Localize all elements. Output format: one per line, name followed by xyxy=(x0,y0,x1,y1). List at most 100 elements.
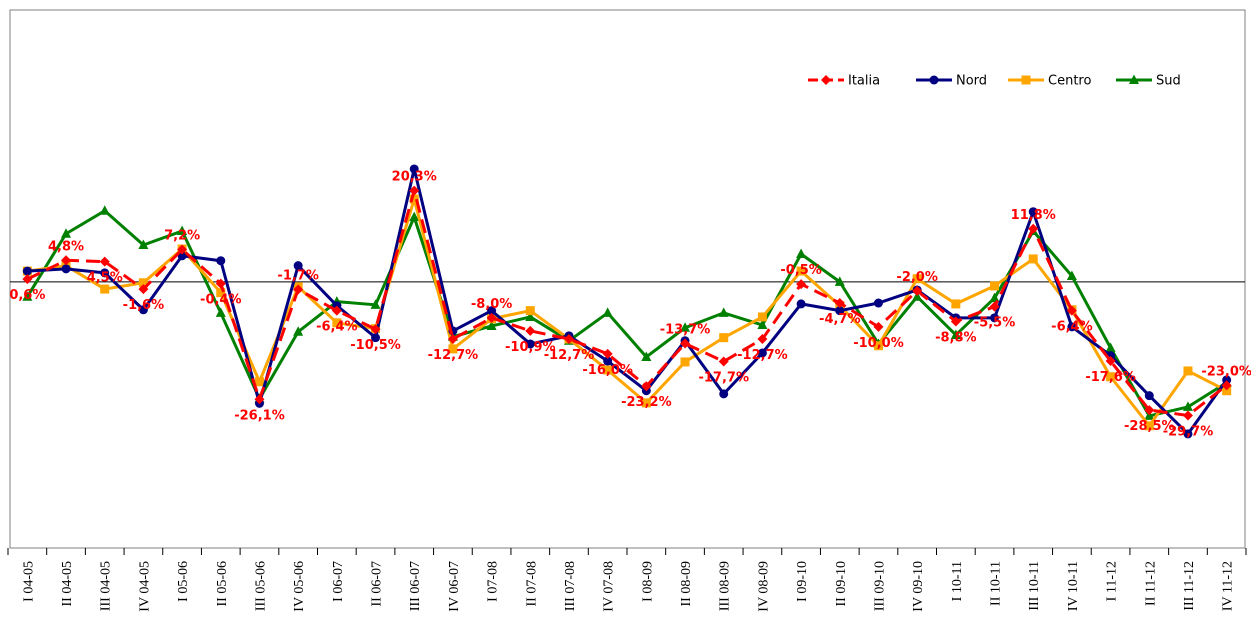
marker xyxy=(293,261,303,271)
marker xyxy=(99,256,110,267)
value-label: -23,0% xyxy=(1201,364,1251,379)
marker xyxy=(950,316,961,327)
marker xyxy=(177,225,188,236)
value-label: -17,6% xyxy=(1085,370,1136,385)
x-tick-label: II 07-08 xyxy=(524,561,539,607)
x-tick-label: II 10-11 xyxy=(989,561,1004,606)
value-label: -29,7% xyxy=(1163,424,1214,439)
value-label: -8,8% xyxy=(935,330,976,345)
x-tick-label: III 04-05 xyxy=(99,561,114,611)
marker xyxy=(719,333,729,343)
series-line xyxy=(26,189,1228,417)
x-tick-label: II 04-05 xyxy=(60,561,75,607)
value-label: -28,5% xyxy=(1124,419,1175,434)
marker xyxy=(912,285,923,296)
marker xyxy=(61,264,71,274)
marker xyxy=(447,333,458,344)
marker xyxy=(409,194,419,204)
x-tick-label: III 08-09 xyxy=(718,561,733,611)
value-label: -12,7% xyxy=(428,348,479,363)
x-tick-label: IV 08-09 xyxy=(756,561,771,612)
value-label: -0,4% xyxy=(200,293,241,308)
value-label: -12,7% xyxy=(737,348,788,363)
value-label: -8,0% xyxy=(471,297,512,312)
marker xyxy=(22,266,32,276)
marker xyxy=(525,325,536,336)
marker xyxy=(525,306,535,316)
marker xyxy=(254,394,265,405)
legend-marker xyxy=(929,75,939,85)
marker xyxy=(602,348,613,359)
marker xyxy=(757,312,767,322)
marker xyxy=(293,326,304,336)
marker xyxy=(1182,401,1193,411)
value-label: -1,6% xyxy=(123,298,164,313)
x-tick-label: III 11-12 xyxy=(1182,561,1197,611)
marker xyxy=(873,321,884,332)
marker xyxy=(834,298,845,309)
marker xyxy=(757,319,768,330)
value-label: -5,5% xyxy=(974,316,1015,331)
marker xyxy=(641,398,651,408)
x-tick-label: I 08-09 xyxy=(640,561,655,602)
marker xyxy=(989,292,1000,303)
legend: Italia Nord Centro Sud xyxy=(808,74,1181,89)
series-line xyxy=(26,209,1228,418)
x-tick-label: IV 09-10 xyxy=(911,561,926,612)
marker xyxy=(61,255,72,266)
marker xyxy=(1067,322,1077,332)
marker xyxy=(680,322,691,332)
marker xyxy=(834,276,845,286)
marker xyxy=(486,320,497,330)
marker xyxy=(138,305,148,315)
x-tick-label: II 06-07 xyxy=(370,561,385,607)
marker xyxy=(1144,421,1154,431)
marker xyxy=(1106,372,1116,382)
marker xyxy=(22,291,33,301)
marker xyxy=(332,318,342,328)
marker xyxy=(718,356,729,367)
value-label: -1,7% xyxy=(277,269,318,284)
marker xyxy=(216,288,226,298)
marker xyxy=(563,333,574,344)
value-label: -6,4% xyxy=(1051,320,1092,335)
marker xyxy=(718,307,729,317)
marker xyxy=(1144,405,1155,416)
marker xyxy=(100,284,110,294)
x-tick-label: I 11-12 xyxy=(1105,561,1120,601)
marker xyxy=(796,299,806,309)
x-tick-label: I 09-10 xyxy=(795,561,810,602)
x-tick-label: II 11-12 xyxy=(1143,561,1158,606)
value-label: -23,2% xyxy=(621,395,672,410)
x-tick-label: I 04-05 xyxy=(21,561,36,602)
marker xyxy=(757,333,768,344)
marker xyxy=(61,228,72,238)
x-tick-label: II 05-06 xyxy=(215,561,230,607)
marker xyxy=(486,312,497,323)
legend-label: Nord xyxy=(956,74,987,89)
marker xyxy=(1183,366,1193,376)
legend-label: Italia xyxy=(848,74,880,89)
marker xyxy=(525,311,536,321)
legend-marker xyxy=(1021,75,1031,85)
legend-marker xyxy=(1129,74,1139,84)
value-label: -26,1% xyxy=(234,408,285,423)
marker xyxy=(215,278,226,289)
marker xyxy=(1066,270,1077,281)
marker xyxy=(216,256,226,266)
x-tick-label: III 07-08 xyxy=(563,561,578,611)
x-tick-label: I 07-08 xyxy=(486,561,501,602)
plot-frame xyxy=(9,9,1246,549)
legend-marker xyxy=(821,75,831,85)
x-tick-label: III 05-06 xyxy=(253,561,268,611)
value-label: -12,7% xyxy=(544,348,595,363)
x-tick-label: III 10-11 xyxy=(1027,561,1042,611)
marker xyxy=(1105,356,1116,367)
marker xyxy=(1182,410,1193,421)
x-tick-label: I 05-06 xyxy=(176,561,191,602)
marker xyxy=(990,313,1000,323)
marker xyxy=(950,329,961,339)
marker xyxy=(448,344,458,354)
marker xyxy=(525,339,535,349)
marker xyxy=(680,338,691,349)
